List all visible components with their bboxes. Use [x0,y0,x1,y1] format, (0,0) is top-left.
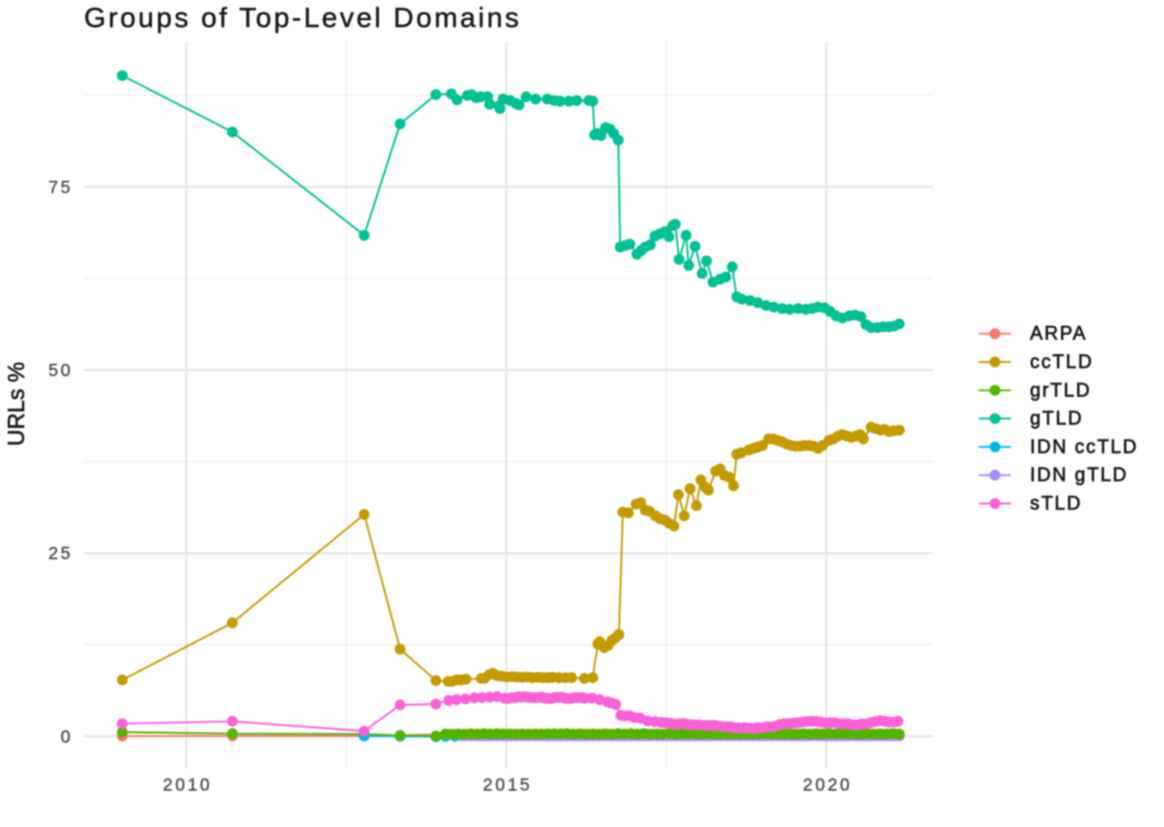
svg-text:URLs %: URLs % [3,362,29,446]
svg-text:grTLD: grTLD [1030,380,1091,401]
svg-text:2015: 2015 [483,775,532,795]
svg-text:IDN ccTLD: IDN ccTLD [1030,437,1138,458]
svg-text:50: 50 [48,360,73,380]
svg-text:gTLD: gTLD [1030,409,1083,430]
svg-text:sTLD: sTLD [1030,494,1082,515]
svg-text:ARPA: ARPA [1030,324,1087,345]
svg-text:Groups of Top-Level Domains: Groups of Top-Level Domains [84,2,521,33]
svg-text:75: 75 [48,177,73,197]
svg-text:25: 25 [48,543,73,563]
svg-text:ccTLD: ccTLD [1030,352,1093,373]
svg-text:0: 0 [61,726,73,746]
svg-text:2010: 2010 [163,775,212,795]
svg-text:IDN gTLD: IDN gTLD [1030,465,1128,486]
svg-text:2020: 2020 [803,775,852,795]
